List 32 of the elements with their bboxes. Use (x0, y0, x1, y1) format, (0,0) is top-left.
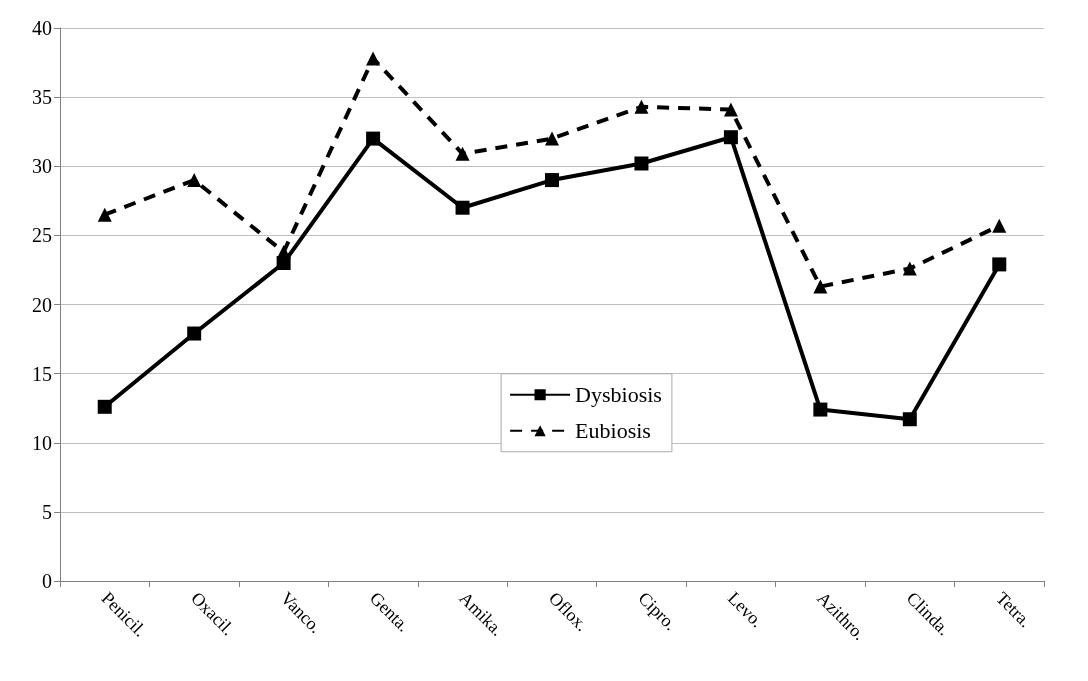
y-tick-label: 40 (32, 17, 52, 39)
point (902, 412, 917, 427)
point (97, 207, 112, 222)
y-tick-label: 25 (32, 224, 52, 247)
point (366, 131, 381, 146)
y-tick-label: 35 (32, 86, 52, 109)
y-tick-label: 10 (32, 431, 52, 454)
point (992, 257, 1007, 272)
y-tick-label: 5 (42, 500, 52, 523)
y-tick-label: 15 (32, 362, 52, 385)
point (366, 51, 381, 66)
y-tick-label: 0 (42, 570, 52, 592)
point (634, 156, 649, 171)
point (723, 102, 738, 117)
point (455, 200, 470, 215)
y-tick-label: 30 (32, 155, 52, 178)
point (187, 173, 202, 188)
point (723, 130, 738, 145)
point (455, 146, 470, 161)
point (187, 326, 202, 341)
legend-label: Eubiosis (575, 418, 651, 444)
point (813, 402, 828, 417)
point (545, 173, 559, 188)
point (992, 218, 1007, 233)
point (902, 261, 917, 276)
point (276, 244, 291, 259)
legend-label: Dysbiosis (575, 382, 662, 408)
point (634, 99, 649, 114)
y-tick-label: 20 (32, 293, 52, 316)
point (97, 399, 112, 414)
point (813, 279, 828, 294)
point (545, 131, 559, 146)
